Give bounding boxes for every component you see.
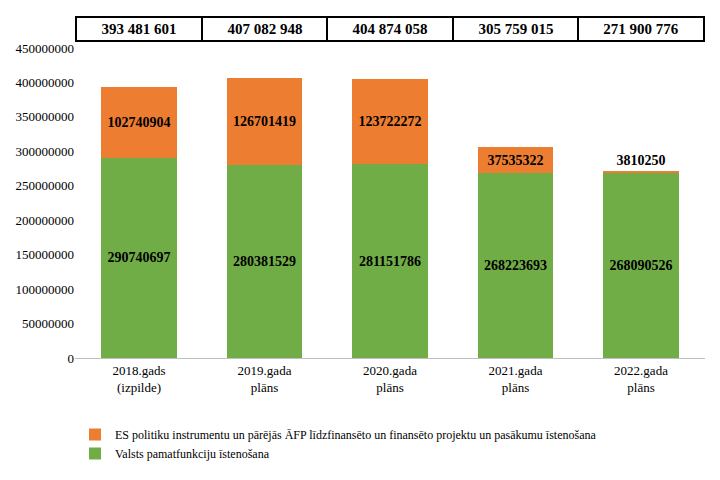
svg-text:404 874 058: 404 874 058 <box>353 21 428 37</box>
svg-text:281151786: 281151786 <box>359 254 421 269</box>
svg-text:50000000: 50000000 <box>22 316 74 331</box>
svg-text:102740904: 102740904 <box>108 115 171 130</box>
svg-text:0: 0 <box>68 351 75 366</box>
svg-text:ES politiku instrumentu un pār: ES politiku instrumentu un pārējās ĀFP l… <box>115 428 596 442</box>
svg-text:271 900 776: 271 900 776 <box>603 21 679 37</box>
svg-text:407 082 948: 407 082 948 <box>228 21 303 37</box>
svg-text:100000000: 100000000 <box>16 282 75 297</box>
svg-text:280381529: 280381529 <box>233 254 296 269</box>
svg-text:Valsts pamatfunkciju īstenošan: Valsts pamatfunkciju īstenošana <box>115 447 270 461</box>
svg-text:3810250: 3810250 <box>617 153 666 168</box>
svg-text:126701419: 126701419 <box>233 114 296 129</box>
svg-text:290740697: 290740697 <box>108 250 171 265</box>
svg-text:2020.gadaplāns: 2020.gadaplāns <box>363 363 417 395</box>
svg-text:37535322: 37535322 <box>488 153 544 168</box>
svg-text:150000000: 150000000 <box>16 247 75 262</box>
svg-text:2018.gads(izpilde): 2018.gads(izpilde) <box>112 363 165 395</box>
svg-text:200000000: 200000000 <box>16 213 75 228</box>
svg-text:123722272: 123722272 <box>359 114 422 129</box>
svg-text:305 759 015: 305 759 015 <box>479 21 554 37</box>
svg-text:450000000: 450000000 <box>16 41 75 56</box>
svg-text:350000000: 350000000 <box>16 109 75 124</box>
svg-text:268090526: 268090526 <box>610 258 673 273</box>
svg-text:2021.gadaplāns: 2021.gadaplāns <box>489 363 543 395</box>
svg-text:250000000: 250000000 <box>16 178 75 193</box>
svg-text:400000000: 400000000 <box>16 75 75 90</box>
svg-text:300000000: 300000000 <box>16 144 75 159</box>
svg-text:268223693: 268223693 <box>484 258 547 273</box>
svg-text:2019.gadaplāns: 2019.gadaplāns <box>238 363 292 395</box>
svg-text:2022.gadaplāns: 2022.gadaplāns <box>614 363 668 395</box>
svg-text:393 481 601: 393 481 601 <box>102 21 177 37</box>
